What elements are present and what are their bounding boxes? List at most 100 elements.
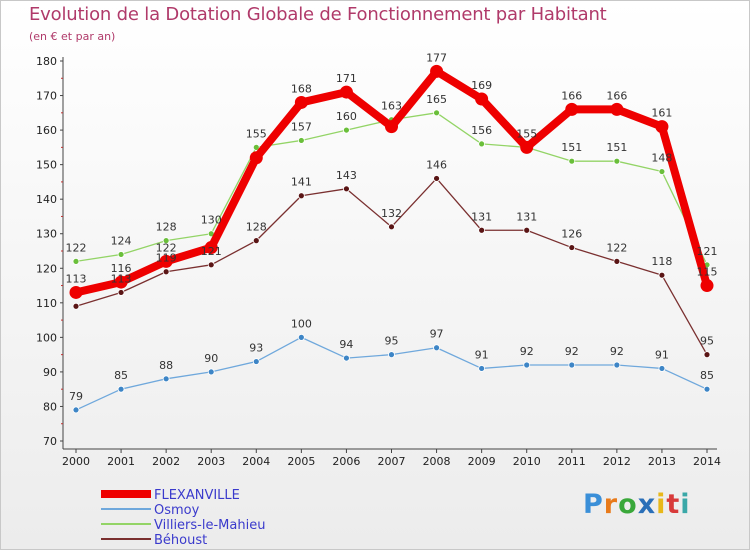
- data-label-b-houst: 113: [111, 272, 132, 285]
- data-point-osmoy: [568, 361, 576, 369]
- data-label-flexanville: 115: [697, 266, 718, 279]
- y-tick-label: 120: [36, 262, 57, 275]
- data-label-b-houst: 119: [156, 252, 177, 265]
- data-label-flexanville: 122: [156, 241, 177, 254]
- y-tick-label: 170: [36, 90, 57, 103]
- data-point-b-houst: [703, 351, 711, 359]
- data-point-osmoy: [72, 406, 80, 414]
- data-point-osmoy: [252, 358, 260, 365]
- data-point-flexanville: [655, 120, 669, 134]
- data-point-flexanville: [430, 64, 444, 78]
- legend-label-osmoy: Osmoy: [154, 503, 200, 518]
- data-point-osmoy: [297, 333, 305, 341]
- data-label-b-houst: 122: [606, 241, 627, 254]
- proxiti-logo: Proxiti: [583, 489, 691, 520]
- data-point-b-houst: [568, 244, 576, 251]
- data-label-villiers-le-mahieu: 148: [651, 152, 672, 165]
- data-label-osmoy: 92: [565, 345, 579, 358]
- data-point-b-houst: [252, 237, 260, 245]
- data-point-b-houst: [297, 192, 305, 200]
- logo-letter: r: [603, 489, 619, 520]
- y-tick-label: 110: [36, 297, 57, 310]
- chart-subtitle: (en € et par an): [29, 30, 116, 43]
- logo-letter: x: [637, 489, 657, 520]
- data-label-flexanville: 166: [606, 89, 627, 102]
- data-point-b-houst: [613, 257, 621, 265]
- data-label-osmoy: 92: [520, 345, 534, 358]
- data-point-villiers-le-mahieu: [658, 168, 666, 175]
- data-point-osmoy: [523, 361, 531, 369]
- legend-label-villiers-le-mahieu: Villiers-le-Mahieu: [154, 518, 265, 533]
- data-label-osmoy: 91: [655, 348, 669, 361]
- data-point-villiers-le-mahieu: [478, 140, 486, 148]
- data-point-osmoy: [117, 385, 125, 393]
- data-label-villiers-le-mahieu: 124: [111, 234, 132, 247]
- data-point-flexanville: [69, 285, 83, 299]
- data-point-villiers-le-mahieu: [162, 237, 170, 245]
- x-tick-label: 2001: [107, 455, 135, 468]
- legend-label-flexanville: FLEXANVILLE: [154, 488, 240, 503]
- data-label-villiers-le-mahieu: 155: [246, 127, 267, 140]
- data-point-flexanville: [294, 95, 308, 109]
- data-point-flexanville: [114, 275, 128, 289]
- x-tick-label: 2010: [513, 455, 541, 468]
- y-tick-label: 70: [43, 435, 57, 448]
- data-label-flexanville: 166: [561, 89, 582, 102]
- y-tick-label: 100: [36, 331, 57, 344]
- data-label-osmoy: 95: [385, 335, 399, 348]
- data-label-b-houst: 121: [201, 245, 222, 258]
- data-label-villiers-le-mahieu: 128: [156, 221, 177, 234]
- data-label-osmoy: 90: [204, 352, 218, 365]
- y-tick-label: 180: [36, 55, 57, 68]
- data-label-osmoy: 93: [249, 342, 263, 355]
- data-label-b-houst: 126: [561, 228, 582, 241]
- data-point-villiers-le-mahieu: [297, 137, 305, 144]
- data-point-villiers-le-mahieu: [117, 251, 125, 258]
- data-label-b-houst: 118: [651, 255, 672, 268]
- x-tick-label: 2011: [558, 455, 586, 468]
- data-label-b-houst: 143: [336, 169, 357, 182]
- data-point-flexanville: [249, 151, 263, 165]
- data-label-b-houst: 131: [516, 210, 537, 223]
- data-point-b-houst: [343, 185, 350, 193]
- data-point-osmoy: [703, 385, 711, 393]
- data-label-b-houst: 132: [381, 207, 402, 220]
- data-label-flexanville: 171: [336, 72, 357, 85]
- series-line-b-houst: [75, 177, 708, 356]
- data-point-flexanville: [700, 279, 714, 293]
- y-tick-label: 160: [36, 124, 57, 137]
- data-point-villiers-le-mahieu: [433, 109, 440, 117]
- x-tick-label: 2007: [378, 455, 406, 468]
- data-point-flexanville: [204, 241, 218, 255]
- data-label-osmoy: 97: [430, 328, 444, 341]
- data-point-villiers-le-mahieu: [568, 157, 576, 165]
- data-label-villiers-le-mahieu: 157: [291, 120, 312, 133]
- data-label-villiers-le-mahieu: 121: [697, 245, 718, 258]
- y-tick-label: 140: [36, 193, 57, 206]
- x-tick-label: 2012: [603, 455, 631, 468]
- data-label-osmoy: 92: [610, 345, 624, 358]
- data-label-villiers-le-mahieu: 155: [516, 127, 537, 140]
- data-point-osmoy: [162, 375, 170, 383]
- data-point-flexanville: [385, 120, 398, 134]
- data-point-osmoy: [613, 361, 621, 369]
- data-point-flexanville: [610, 102, 624, 116]
- data-point-osmoy: [433, 344, 440, 352]
- y-tick-label: 90: [43, 366, 57, 379]
- data-label-osmoy: 94: [339, 338, 353, 351]
- x-tick-label: 2006: [332, 455, 360, 468]
- data-point-osmoy: [343, 354, 350, 362]
- data-point-villiers-le-mahieu: [343, 126, 350, 134]
- data-label-b-houst: 128: [246, 221, 267, 234]
- data-label-b-houst: 95: [700, 335, 714, 348]
- data-label-flexanville: 116: [111, 262, 132, 275]
- x-tick-label: 2004: [242, 455, 270, 468]
- data-point-b-houst: [478, 226, 486, 234]
- data-label-villiers-le-mahieu: 151: [561, 141, 582, 154]
- data-label-osmoy: 88: [159, 359, 173, 372]
- data-label-flexanville: 161: [651, 107, 672, 120]
- data-label-osmoy: 85: [700, 369, 714, 382]
- data-point-flexanville: [520, 140, 534, 154]
- data-label-villiers-le-mahieu: 163: [381, 100, 402, 113]
- data-label-flexanville: 113: [66, 272, 87, 285]
